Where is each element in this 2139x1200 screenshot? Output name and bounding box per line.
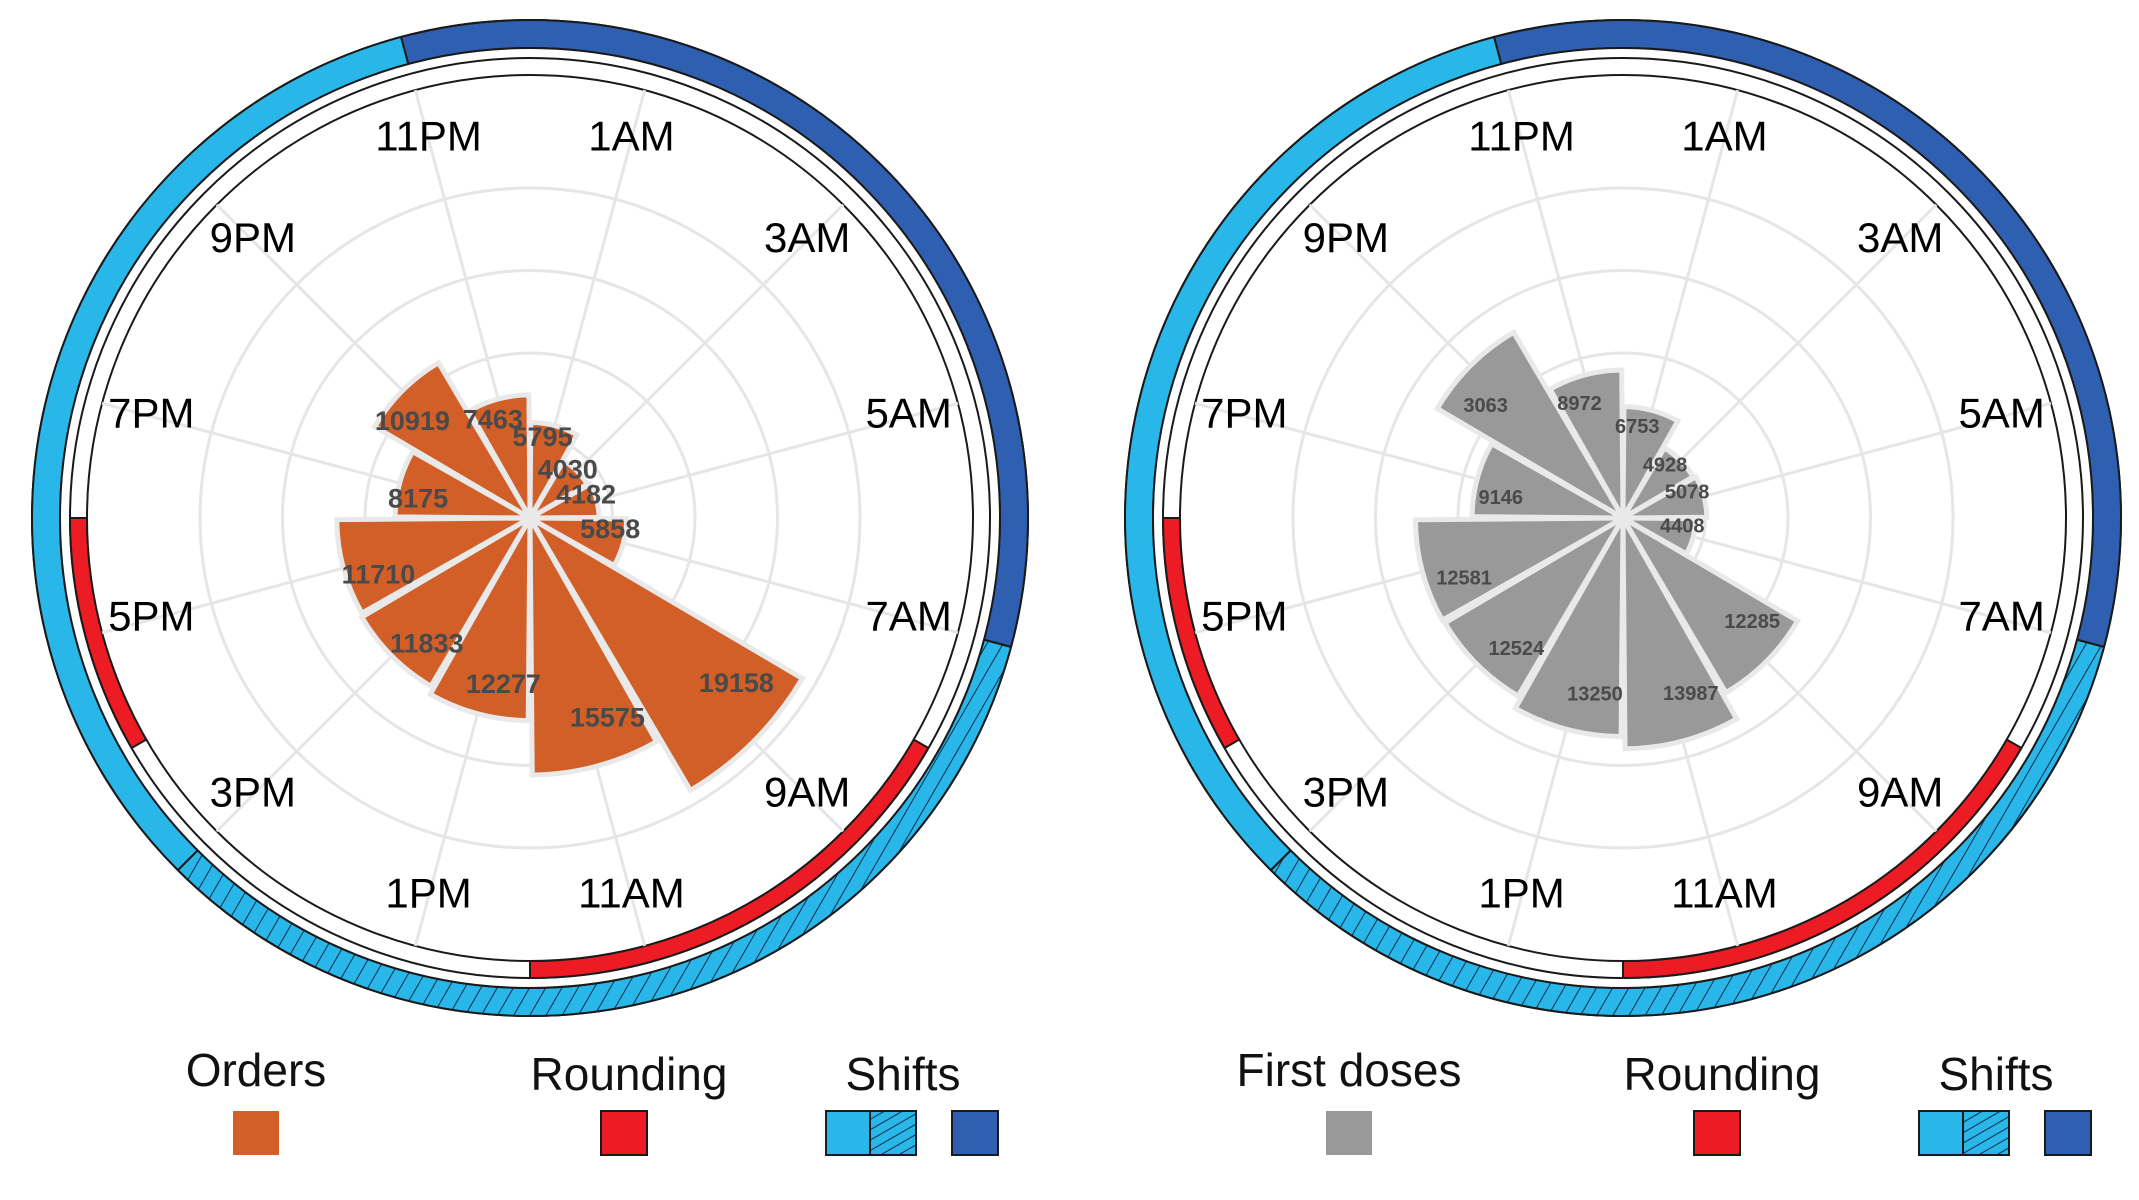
hour-label-11AM: 11AM <box>1671 870 1778 917</box>
legend-shift-light-swatch <box>1918 1110 1966 1156</box>
hour-label-9PM: 9PM <box>1303 214 1389 261</box>
hour-label-1PM: 1PM <box>385 870 471 917</box>
legend-2: First doses Rounding Shifts <box>1237 1044 2092 1156</box>
value-label-7AM: 5858 <box>580 514 640 544</box>
bar-3PM <box>1441 510 1631 700</box>
legend-shifts-label: Shifts <box>845 1048 960 1100</box>
value-label-9PM: 10919 <box>375 406 450 436</box>
legend-rounding-swatch <box>600 1110 648 1156</box>
grid-spoke-3 <box>529 401 959 520</box>
hour-label-11PM: 11PM <box>375 112 482 159</box>
bar-5AM <box>1613 473 1710 521</box>
bar-11AM <box>527 508 660 778</box>
value-label-11AM: 15575 <box>570 703 645 733</box>
value-label-5AM: 5078 <box>1665 482 1710 504</box>
hour-label-9PM: 9PM <box>210 214 296 261</box>
bar-11AM <box>1620 508 1741 752</box>
value-label-11PM: 8972 <box>1557 393 1602 415</box>
hour-label-1AM: 1AM <box>588 112 674 159</box>
hour-label-9AM: 9AM <box>764 768 850 815</box>
hour-label-7AM: 7AM <box>865 593 951 640</box>
grid-ring-3 <box>1374 269 1872 767</box>
hour-label-7PM: 7PM <box>108 390 194 437</box>
value-label-11AM: 13987 <box>1663 683 1719 705</box>
hour-label-7PM: 7PM <box>1201 390 1287 437</box>
hour-label-5AM: 5AM <box>1958 390 2044 437</box>
hour-label-3PM: 3PM <box>210 768 296 815</box>
bar-3PM <box>358 510 538 690</box>
value-label-7PM: 8175 <box>388 483 448 513</box>
value-label-3PM: 11833 <box>390 629 464 659</box>
value-label-9AM: 12285 <box>1724 611 1780 633</box>
bar-9PM <box>371 359 538 526</box>
grid-ring-4 <box>198 186 862 850</box>
legend-shift-hatched-swatch <box>1962 1110 2010 1156</box>
hour-label-5PM: 5PM <box>1201 593 1287 640</box>
legend-series-swatch <box>233 1111 279 1155</box>
value-label-1PM: 12277 <box>466 669 541 699</box>
hour-label-11AM: 11AM <box>578 870 685 917</box>
bar-5PM <box>1412 515 1633 624</box>
bar-7PM <box>1469 440 1633 521</box>
legend-rounding-label: Rounding <box>531 1048 728 1100</box>
hour-label-11PM: 11PM <box>1468 112 1575 159</box>
hour-label-9AM: 9AM <box>1857 768 1943 815</box>
value-label-1AM: 5795 <box>513 422 573 452</box>
legend-series-label: First doses <box>1237 1044 1462 1096</box>
value-label-5PM: 11710 <box>342 559 416 589</box>
legend-shift-light-swatch <box>825 1110 873 1156</box>
polar-chart-2: 6753 4928 5078 4408 12285 13987 13250 12524 1258… <box>1124 19 2122 1017</box>
legend-series-swatch <box>1326 1111 1372 1155</box>
grid-ring-4 <box>1291 186 1955 850</box>
legend-rounding-swatch <box>1693 1110 1741 1156</box>
legend-shift-hatched-swatch <box>869 1110 917 1156</box>
value-label-5AM: 4182 <box>556 480 616 510</box>
legend-series-label: Orders <box>186 1044 327 1096</box>
value-label-7PM: 9146 <box>1479 487 1524 509</box>
hour-label-1AM: 1AM <box>1681 112 1767 159</box>
value-label-11PM: 7463 <box>463 405 523 435</box>
value-label-9PM: 3063 <box>1463 395 1508 417</box>
hour-label-3PM: 3PM <box>1303 768 1389 815</box>
legend-shift-dark-swatch <box>2044 1110 2092 1156</box>
bar-9AM <box>1615 510 1802 697</box>
hour-label-3AM: 3AM <box>764 214 850 261</box>
legend-1: Orders Rounding Shifts <box>186 1044 999 1156</box>
bar-1PM <box>1511 508 1626 740</box>
value-label-3AM: 4030 <box>538 454 598 484</box>
hour-label-3AM: 3AM <box>1857 214 1943 261</box>
legend-shifts-label: Shifts <box>1938 1048 2053 1100</box>
value-label-1PM: 13250 <box>1567 683 1623 705</box>
legend-shift-dark-swatch <box>951 1110 999 1156</box>
bar-9PM <box>1433 328 1631 526</box>
value-label-7AM: 4408 <box>1660 516 1705 538</box>
value-label-1AM: 6753 <box>1615 416 1660 438</box>
value-label-5PM: 12581 <box>1436 567 1492 589</box>
legend-rounding-label: Rounding <box>1624 1048 1821 1100</box>
value-label-9AM: 19158 <box>699 668 774 698</box>
value-label-3AM: 4928 <box>1643 454 1688 476</box>
value-label-3PM: 12524 <box>1489 638 1545 660</box>
hour-label-5PM: 5PM <box>108 593 194 640</box>
hour-label-7AM: 7AM <box>1958 593 2044 640</box>
bar-11PM <box>1546 367 1626 528</box>
bar-11PM <box>465 392 533 528</box>
hour-label-5AM: 5AM <box>865 390 951 437</box>
bar-5PM <box>334 515 540 617</box>
bar-1PM <box>426 508 533 724</box>
grid-spoke-2 <box>528 203 845 520</box>
bar-9AM <box>522 510 806 794</box>
hour-label-1PM: 1PM <box>1478 870 1564 917</box>
